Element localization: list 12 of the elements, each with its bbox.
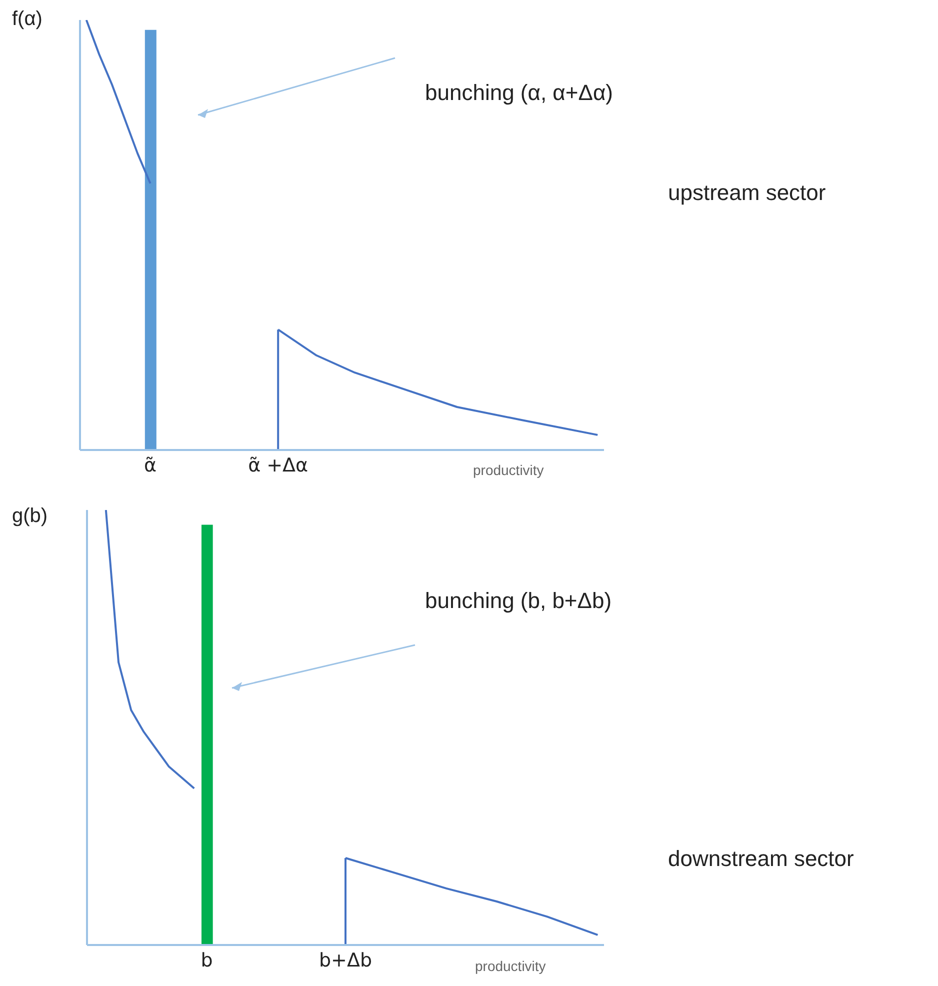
x-tick-label: α̃	[144, 454, 157, 476]
annotation: bunching (b, b+Δb)	[425, 588, 612, 614]
text: downstream sector	[668, 846, 854, 872]
text: upstream sector	[668, 180, 826, 206]
annotation: bunching (α, α+Δα)	[425, 80, 613, 106]
y-axis-title: g(b)	[12, 505, 48, 528]
x-axis-title: productivity	[473, 462, 544, 478]
y-axis-title: f(α)	[12, 8, 42, 31]
x-axis-title: productivity	[475, 958, 546, 974]
x-tick-label: b	[200, 949, 213, 972]
x-tick-label: b+Δb	[318, 949, 372, 972]
x-tick-label: α̃ +Δα	[248, 454, 308, 476]
